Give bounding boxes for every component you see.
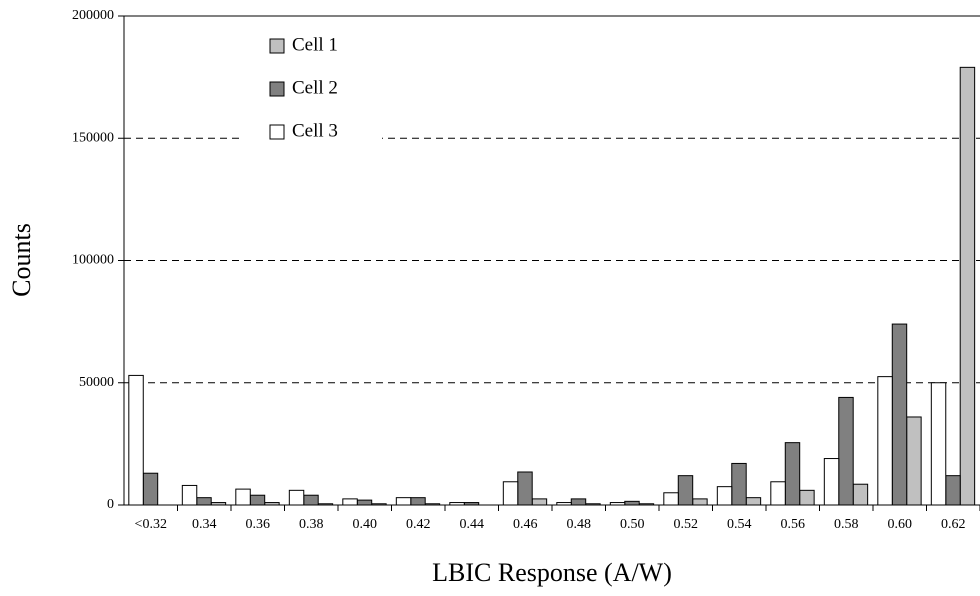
y-tick-label: 50000	[79, 375, 114, 390]
x-axis-title: LBIC Response (A/W)	[432, 558, 672, 587]
bar	[945, 475, 961, 506]
x-tick-label: 0.46	[513, 517, 538, 532]
bar	[784, 442, 801, 506]
x-tick-label: 0.54	[727, 517, 752, 532]
legend-box	[240, 26, 382, 148]
y-axis-title: Counts	[7, 223, 36, 297]
bar	[181, 484, 198, 506]
bar	[342, 498, 358, 506]
legend-label: Cell 2	[292, 77, 338, 98]
x-tick-label: 0.50	[620, 517, 645, 532]
x-tick-label: 0.40	[353, 517, 378, 532]
bar	[677, 475, 694, 506]
bar	[838, 396, 854, 506]
bar	[823, 458, 840, 506]
bar	[692, 498, 708, 506]
bar	[410, 497, 426, 506]
x-tick-label: 0.56	[781, 517, 806, 532]
bar	[663, 492, 679, 506]
x-tick-label: 0.58	[834, 517, 859, 532]
legend-swatch	[269, 81, 285, 97]
y-tick-label: 0	[107, 497, 114, 512]
x-tick-label: 0.48	[567, 517, 592, 532]
bar	[745, 497, 762, 506]
x-tick-label: 0.34	[192, 517, 217, 532]
bar	[731, 462, 747, 506]
bar	[303, 494, 319, 506]
bar	[249, 494, 266, 506]
bar	[128, 374, 144, 506]
x-tick-label: 0.52	[674, 517, 699, 532]
x-tick-label: <0.32	[135, 517, 167, 532]
y-tick-label: 100000	[72, 253, 114, 268]
bar	[502, 481, 519, 506]
x-tick-label: 0.36	[246, 517, 271, 532]
bar	[142, 472, 159, 506]
y-tick-label: 200000	[72, 8, 114, 23]
bar	[716, 486, 733, 506]
legend-swatch	[269, 124, 285, 140]
bar	[770, 481, 786, 506]
y-tick-label: 150000	[72, 130, 114, 145]
bar	[930, 382, 947, 506]
bar	[395, 497, 412, 506]
x-tick-label: 0.42	[406, 517, 431, 532]
legend-swatch	[269, 38, 285, 54]
legend-label: Cell 3	[292, 120, 338, 141]
bar	[624, 500, 640, 506]
bar	[517, 471, 533, 506]
bar	[877, 376, 893, 506]
x-tick-label: 0.38	[299, 517, 324, 532]
bar	[235, 488, 251, 506]
bar	[799, 489, 815, 506]
bar	[891, 323, 908, 506]
bar	[196, 497, 212, 506]
bar	[356, 499, 373, 506]
x-tick-label: 0.62	[941, 517, 966, 532]
bar	[570, 498, 587, 506]
bar	[531, 498, 548, 506]
x-tick-label: 0.44	[460, 517, 485, 532]
bar	[852, 483, 869, 506]
bar	[288, 489, 305, 506]
x-tick-label: 0.60	[888, 517, 913, 532]
bar	[959, 66, 976, 506]
bar	[906, 416, 922, 506]
legend-label: Cell 1	[292, 34, 338, 55]
